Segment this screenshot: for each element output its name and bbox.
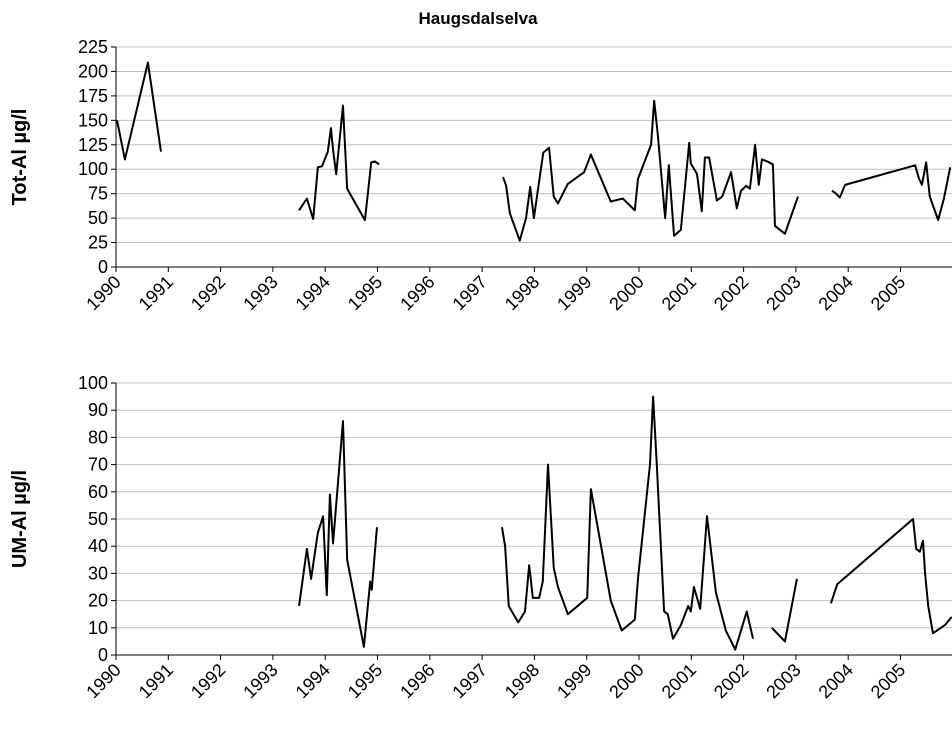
x-tick-label: 1999 xyxy=(553,272,595,314)
x-tick-label: 2001 xyxy=(658,272,700,314)
x-tick-label: 2002 xyxy=(710,272,752,314)
x-tick-label: 1990 xyxy=(82,272,124,314)
y-tick-label: 40 xyxy=(88,536,108,556)
x-tick-label: 1997 xyxy=(448,272,490,314)
data-line xyxy=(298,395,952,651)
x-tick-label: 1994 xyxy=(292,660,334,702)
y-tick-label: 20 xyxy=(88,591,108,611)
x-tick-label: 2005 xyxy=(867,660,909,702)
x-tick-label: 1998 xyxy=(501,660,543,702)
y-axis-label: Tot-Al µg/l xyxy=(9,109,31,206)
y-tick-label: 125 xyxy=(78,135,108,155)
x-tick-label: 1996 xyxy=(396,272,438,314)
y-tick-label: 0 xyxy=(98,645,108,665)
y-tick-label: 150 xyxy=(78,110,108,130)
x-tick-label: 2002 xyxy=(710,660,752,702)
y-tick-label: 50 xyxy=(88,208,108,228)
data-line xyxy=(116,61,952,242)
x-tick-label: 1995 xyxy=(344,272,386,314)
y-tick-label: 25 xyxy=(88,233,108,253)
y-tick-label: 100 xyxy=(78,159,108,179)
y-tick-label: 100 xyxy=(78,373,108,393)
y-tick-label: 90 xyxy=(88,400,108,420)
y-tick-label: 60 xyxy=(88,482,108,502)
x-tick-label: 1992 xyxy=(187,660,229,702)
x-tick-label: 1997 xyxy=(448,660,490,702)
x-tick-label: 1999 xyxy=(553,660,595,702)
y-tick-label: 225 xyxy=(78,37,108,57)
x-tick-label: 2003 xyxy=(762,660,804,702)
x-tick-label: 2005 xyxy=(867,272,909,314)
x-tick-label: 2001 xyxy=(658,660,700,702)
x-tick-label: 2000 xyxy=(605,660,647,702)
y-tick-label: 30 xyxy=(88,563,108,583)
x-tick-label: 1992 xyxy=(187,272,229,314)
y-tick-label: 0 xyxy=(98,257,108,277)
y-tick-label: 75 xyxy=(88,184,108,204)
x-tick-label: 1991 xyxy=(135,272,177,314)
x-tick-label: 1993 xyxy=(239,660,281,702)
x-tick-label: 2004 xyxy=(815,272,857,314)
x-tick-label: 2000 xyxy=(605,272,647,314)
y-tick-label: 80 xyxy=(88,427,108,447)
y-tick-label: 200 xyxy=(78,61,108,81)
y-tick-label: 10 xyxy=(88,618,108,638)
x-tick-label: 1994 xyxy=(292,272,334,314)
y-axis-label: UM-Al µg/l xyxy=(9,470,31,568)
chart-title: Haugsdalselva xyxy=(418,9,538,28)
y-tick-label: 70 xyxy=(88,455,108,475)
x-tick-label: 1998 xyxy=(501,272,543,314)
x-tick-label: 1995 xyxy=(344,660,386,702)
x-tick-label: 1990 xyxy=(82,660,124,702)
y-tick-label: 50 xyxy=(88,509,108,529)
y-tick-label: 175 xyxy=(78,86,108,106)
x-tick-label: 1996 xyxy=(396,660,438,702)
x-tick-label: 1993 xyxy=(239,272,281,314)
x-tick-label: 2003 xyxy=(762,272,804,314)
x-tick-label: 1991 xyxy=(135,660,177,702)
x-tick-label: 2004 xyxy=(815,660,857,702)
